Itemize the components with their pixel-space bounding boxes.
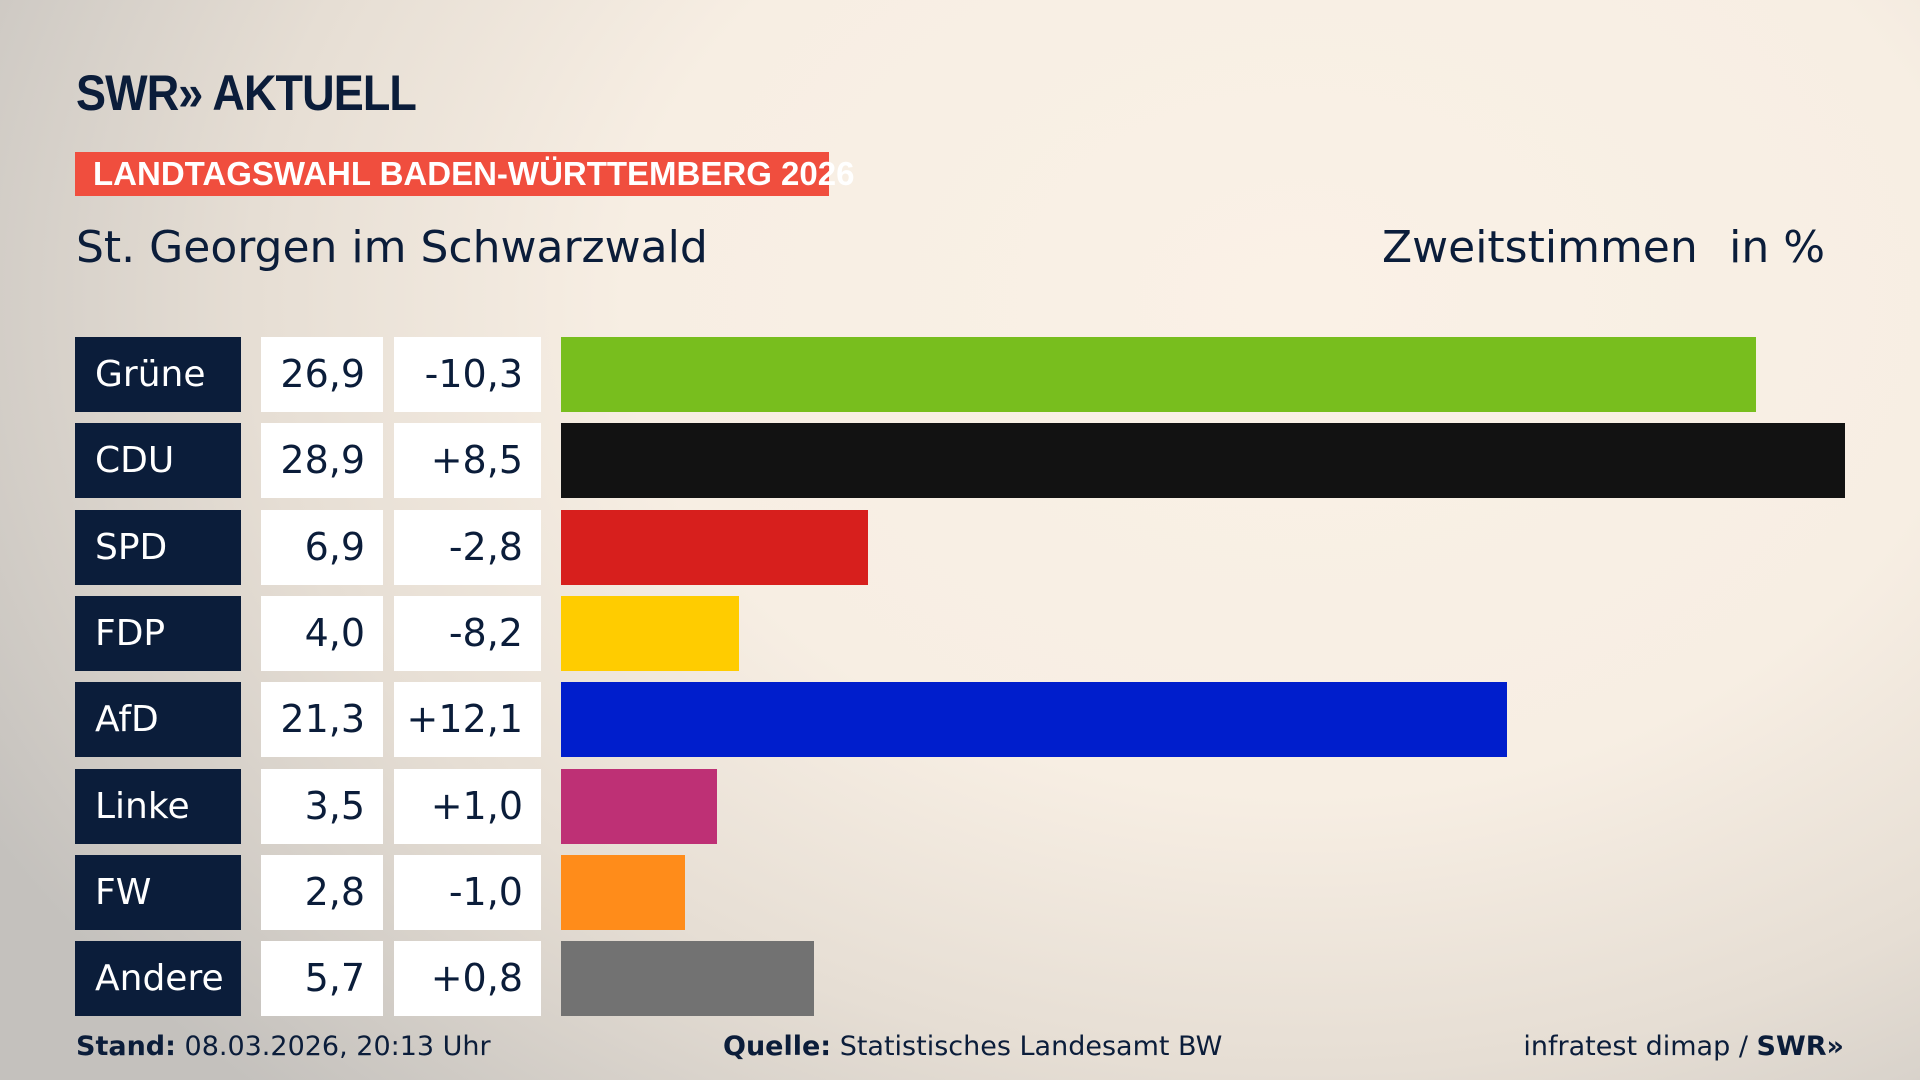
election-banner: LANDTAGSWAHL BADEN-WÜRTTEMBERG 2026 bbox=[75, 152, 854, 196]
party-label: Grüne bbox=[75, 337, 241, 412]
party-label: CDU bbox=[75, 423, 241, 499]
credit: infratest dimap / SWR» bbox=[1523, 1030, 1844, 1064]
unit-label: in % bbox=[1729, 222, 1825, 273]
change-label: +8,5 bbox=[394, 423, 541, 499]
value-label: 21,3 bbox=[261, 682, 383, 758]
change-label: -10,3 bbox=[394, 337, 541, 412]
bar bbox=[561, 509, 868, 585]
metric-label: Zweitstimmen bbox=[1382, 222, 1698, 273]
change-label: +0,8 bbox=[394, 941, 541, 1017]
bar bbox=[561, 682, 1508, 758]
party-label: FW bbox=[75, 854, 241, 930]
source: Quelle: Statistisches Landesamt BW bbox=[723, 1030, 1222, 1064]
value-label: 5,7 bbox=[261, 941, 383, 1017]
change-label: +1,0 bbox=[394, 768, 541, 844]
bar bbox=[561, 768, 717, 844]
change-label: -1,0 bbox=[394, 854, 541, 930]
swr-aktuell-logo: SWR» AKTUELL bbox=[76, 65, 417, 121]
change-label: -2,8 bbox=[394, 509, 541, 585]
value-label: 26,9 bbox=[261, 337, 383, 412]
page-title: St. Georgen im Schwarzwald bbox=[76, 222, 708, 273]
swr-logo: SWR» bbox=[1756, 1031, 1844, 1062]
stand-label: Stand: bbox=[76, 1031, 176, 1062]
timestamp: Stand: 08.03.2026, 20:13 Uhr bbox=[76, 1030, 491, 1064]
party-label: FDP bbox=[75, 595, 241, 671]
change-label: +12,1 bbox=[394, 682, 541, 758]
stand-value: 08.03.2026, 20:13 Uhr bbox=[184, 1031, 491, 1062]
value-label: 4,0 bbox=[261, 595, 383, 671]
party-label: Linke bbox=[75, 768, 241, 844]
bar bbox=[561, 595, 739, 671]
source-value: Statistisches Landesamt BW bbox=[839, 1031, 1223, 1062]
bar bbox=[561, 854, 686, 930]
bar bbox=[561, 337, 1757, 412]
bar bbox=[561, 941, 815, 1017]
value-label: 2,8 bbox=[261, 854, 383, 930]
party-label: Andere bbox=[75, 941, 241, 1017]
value-label: 3,5 bbox=[261, 768, 383, 844]
party-label: SPD bbox=[75, 509, 241, 585]
source-label: Quelle: bbox=[723, 1031, 832, 1062]
value-label: 28,9 bbox=[261, 423, 383, 499]
change-label: -8,2 bbox=[394, 595, 541, 671]
bar bbox=[561, 423, 1845, 499]
credit-text: infratest dimap / bbox=[1523, 1031, 1748, 1062]
value-label: 6,9 bbox=[261, 509, 383, 585]
party-label: AfD bbox=[75, 682, 241, 758]
